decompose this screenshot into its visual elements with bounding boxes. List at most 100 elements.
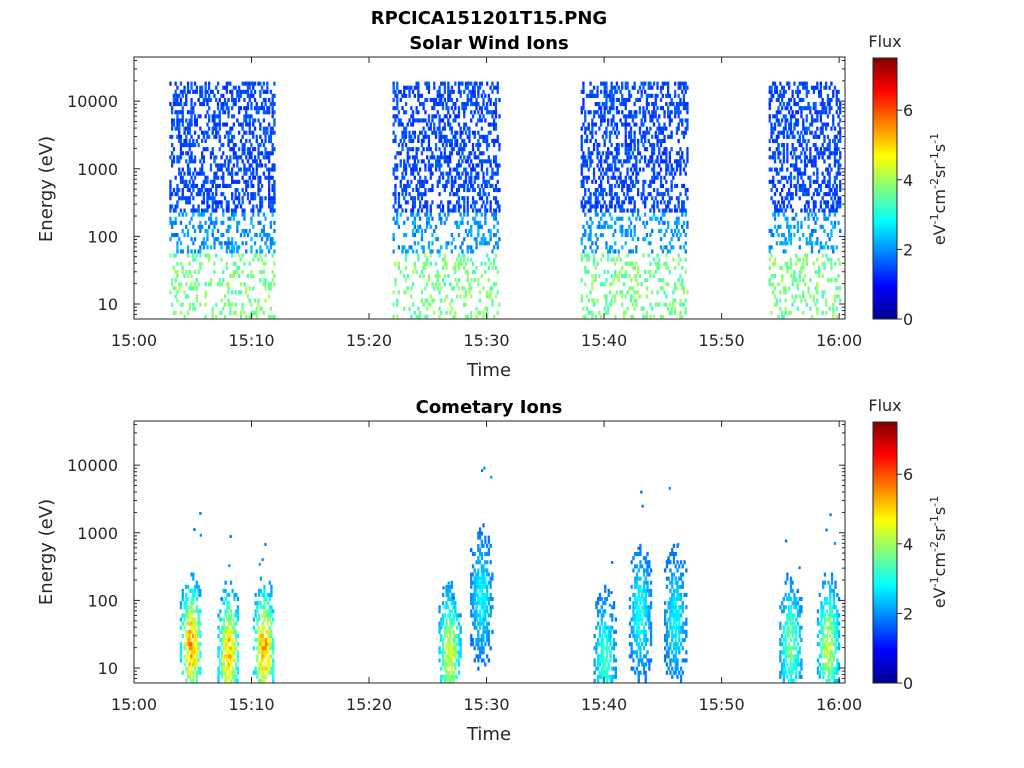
heatmap-cell	[431, 118, 434, 123]
heatmap-cell	[645, 310, 649, 315]
heatmap-cell	[640, 122, 643, 127]
heatmap-cell	[816, 216, 819, 221]
heatmap-cell	[264, 110, 267, 115]
heatmap-cell	[186, 629, 190, 634]
heatmap-cell	[494, 155, 498, 160]
heatmap-cell	[592, 278, 596, 283]
heatmap-cell	[494, 159, 498, 164]
heatmap-cell	[248, 93, 251, 98]
heatmap-cell	[789, 274, 793, 279]
heatmap-cell	[429, 126, 432, 131]
heatmap-cell	[608, 212, 612, 217]
heatmap-cell	[183, 605, 186, 610]
heatmap-cell	[603, 294, 606, 299]
heatmap-cell	[835, 314, 838, 319]
heatmap-cell	[454, 130, 457, 135]
heatmap-cell	[798, 134, 801, 139]
heatmap-cell	[777, 171, 780, 176]
heatmap-cell	[782, 134, 785, 139]
heatmap-cell	[236, 670, 240, 675]
heatmap-cell	[397, 204, 401, 209]
heatmap-cell	[202, 237, 205, 242]
heatmap-cell	[239, 310, 243, 315]
heatmap-cell	[229, 646, 233, 651]
heatmap-cell	[800, 188, 803, 193]
heatmap-cell	[619, 257, 622, 262]
heatmap-cell	[261, 674, 264, 679]
heatmap-cell	[659, 143, 663, 148]
heatmap-cell	[422, 106, 425, 111]
heatmap-cell	[471, 269, 475, 274]
heatmap-cell	[222, 163, 225, 168]
heatmap-cell	[591, 282, 594, 287]
heatmap-cell	[236, 658, 240, 663]
heatmap-cell	[450, 298, 453, 303]
heatmap-cell	[213, 269, 216, 274]
heatmap-cell	[819, 81, 822, 86]
heatmap-cell	[259, 633, 262, 638]
heatmap-cell	[169, 134, 172, 139]
heatmap-cell	[206, 204, 209, 209]
heatmap-cell	[415, 151, 418, 156]
heatmap-cell	[427, 114, 431, 119]
heatmap-cell	[677, 253, 680, 258]
heatmap-cell	[264, 163, 267, 168]
heatmap-cell	[839, 130, 842, 135]
heatmap-cell	[222, 192, 225, 197]
heatmap-cell	[259, 122, 262, 127]
heatmap-cell	[225, 183, 228, 188]
heatmap-cell	[775, 171, 778, 176]
heatmap-cell	[269, 204, 272, 209]
heatmap-cell	[213, 175, 216, 180]
heatmap-cell	[232, 85, 235, 90]
heatmap-cell	[174, 233, 177, 238]
heatmap-cell	[629, 278, 633, 283]
heatmap-cell	[422, 138, 425, 143]
heatmap-cell	[651, 228, 654, 233]
heatmap-cell	[668, 118, 671, 123]
heatmap-cell	[772, 212, 775, 217]
heatmap-cell	[629, 220, 633, 225]
heatmap-cell	[605, 171, 608, 176]
heatmap-cell	[608, 151, 612, 156]
heatmap-cell	[626, 155, 629, 160]
heatmap-cell	[486, 171, 489, 176]
heatmap-cell	[591, 274, 594, 279]
heatmap-cell	[258, 588, 261, 593]
heatmap-cell	[273, 314, 276, 319]
heatmap-cell	[784, 89, 787, 94]
heatmap-cell	[644, 89, 647, 94]
heatmap-cell	[225, 167, 228, 172]
heatmap-cell	[614, 204, 617, 209]
heatmap-cell	[429, 155, 432, 160]
heatmap-cell	[208, 282, 211, 287]
heatmap-cell	[220, 282, 223, 287]
heatmap-cell	[450, 130, 453, 135]
heatmap-cell	[401, 106, 404, 111]
heatmap-cell	[679, 192, 682, 197]
heatmap-cell	[464, 290, 468, 295]
heatmap-cell	[788, 228, 791, 233]
heatmap-cell	[438, 314, 441, 319]
heatmap-cell	[396, 212, 399, 217]
heatmap-cell	[629, 93, 633, 98]
heatmap-cell	[486, 110, 489, 115]
heatmap-cell	[186, 253, 190, 258]
heatmap-cell	[633, 265, 636, 270]
heatmap-cell	[452, 147, 455, 152]
heatmap-cell	[217, 654, 220, 659]
heatmap-cell	[668, 151, 671, 156]
heatmap-cell	[213, 93, 216, 98]
heatmap-cell	[192, 143, 195, 148]
heatmap-cell	[193, 269, 197, 274]
heatmap-cell	[477, 130, 480, 135]
heatmap-cell	[239, 93, 243, 98]
heatmap-cell	[222, 601, 225, 606]
heatmap-cell	[832, 310, 835, 315]
heatmap-cell	[217, 670, 220, 675]
heatmap-cell	[684, 188, 687, 193]
heatmap-cell	[674, 310, 677, 315]
heatmap-cell	[642, 122, 645, 127]
heatmap-cell	[659, 130, 663, 135]
heatmap-cell	[619, 102, 622, 107]
